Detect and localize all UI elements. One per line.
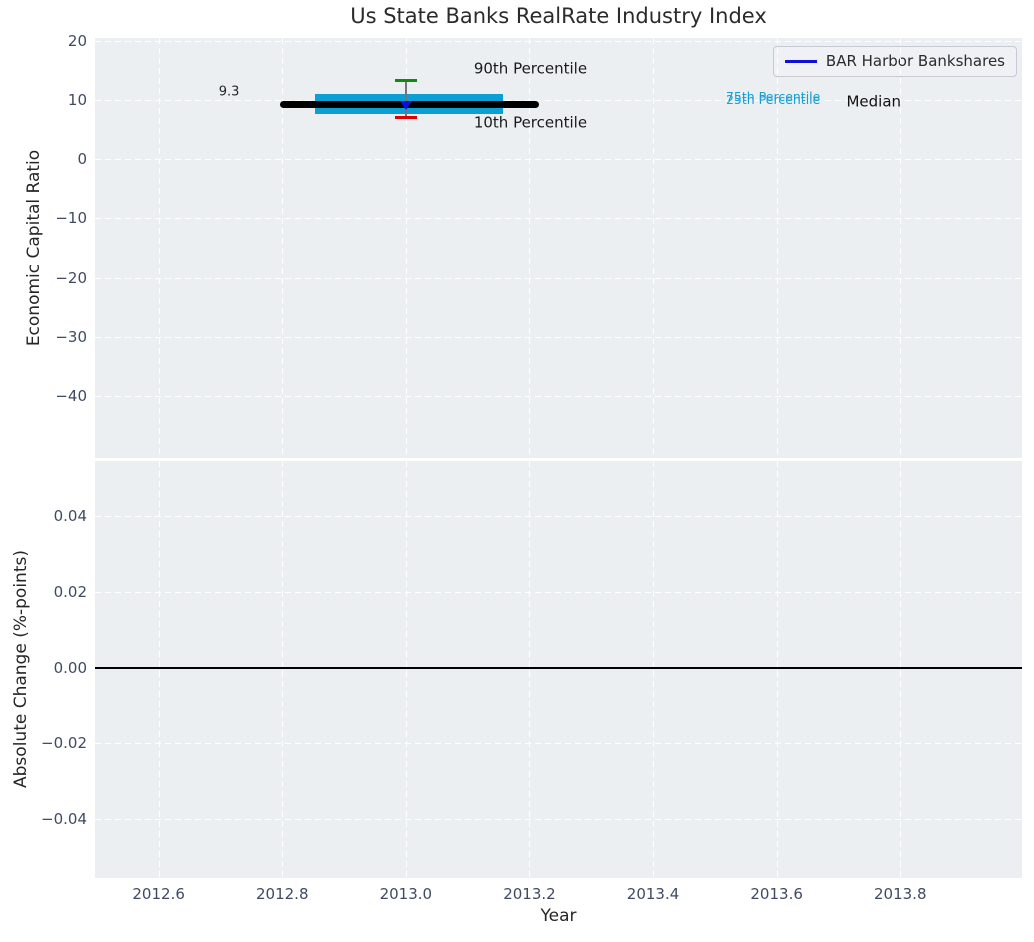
x-gridline: [529, 461, 531, 878]
y-tick-label: −40: [55, 386, 87, 405]
y-axis-label-economic-capital-ratio: Economic Capital Ratio: [24, 149, 44, 347]
annotation-10th-percentile: 10th Percentile: [473, 113, 588, 132]
x-tick-label: 2013.2: [503, 885, 556, 903]
x-gridline: [776, 461, 778, 878]
y-tick-label: −10: [55, 209, 87, 228]
y-tick-label: −0.04: [41, 810, 87, 829]
legend: BAR Harbor Bankshares: [772, 46, 1017, 77]
y-tick-label: −0.02: [41, 734, 87, 753]
y-tick-label: −20: [55, 268, 87, 287]
x-gridline: [900, 38, 902, 458]
x-gridline: [158, 461, 160, 878]
y-gridline: [95, 591, 1022, 593]
y-gridline: [95, 743, 1022, 745]
x-tick-label: 2012.6: [132, 885, 185, 903]
annotation-25th-percentile: 25th Percentile: [725, 91, 821, 107]
axes-absolute-change: [95, 461, 1022, 878]
y-gridline: [95, 336, 1022, 338]
x-tick-label: 2013.8: [874, 885, 927, 903]
y-gridline: [95, 395, 1022, 397]
y-gridline: [95, 100, 1022, 102]
y-tick-label: 0.02: [53, 582, 87, 601]
x-tick-label: 2012.8: [256, 885, 309, 903]
x-gridline: [653, 461, 655, 878]
y-gridline: [95, 218, 1022, 220]
annotation-median: Median: [846, 92, 902, 111]
legend-label: BAR Harbor Bankshares: [825, 52, 1005, 70]
legend-line-sample: [784, 60, 817, 63]
y-tick-label: 0.04: [53, 506, 87, 525]
x-gridline: [405, 38, 407, 458]
y-gridline: [95, 159, 1022, 161]
y-tick-label: 10: [67, 91, 87, 110]
x-gridline: [900, 461, 902, 878]
x-gridline: [529, 38, 531, 458]
x-gridline: [653, 38, 655, 458]
y-gridline: [95, 515, 1022, 517]
chart-title: Us State Banks RealRate Industry Index: [350, 4, 767, 28]
x-tick-label: 2013.4: [626, 885, 680, 903]
y-gridline: [95, 277, 1022, 279]
company-marker-triangle-down: [399, 101, 412, 111]
x-gridline: [282, 461, 284, 878]
annotation-9-3: 9.3: [218, 84, 240, 100]
y-tick-label: 0.00: [53, 658, 87, 677]
x-gridline: [776, 38, 778, 458]
x-gridline: [158, 38, 160, 458]
x-gridline: [282, 38, 284, 458]
annotation-90th-percentile: 90th Percentile: [473, 59, 588, 78]
x-gridline: [405, 461, 407, 878]
zero-line: [95, 666, 1022, 669]
x-axis-label: Year: [540, 906, 577, 926]
y-tick-label: 0: [77, 150, 87, 169]
x-tick-label: 2013.0: [379, 885, 433, 903]
y-gridline: [95, 819, 1022, 821]
p10-cap: [394, 116, 417, 120]
y-gridline: [95, 40, 1022, 42]
x-tick-label: 2013.6: [750, 885, 803, 903]
p90-cap: [394, 78, 417, 82]
y-tick-label: 20: [67, 31, 87, 50]
axes-economic-capital-ratio: [95, 38, 1022, 458]
annotation-75th-percentile: 75th Percentile: [725, 88, 821, 104]
whisker-line: [404, 80, 407, 118]
y-tick-label: −30: [55, 327, 87, 346]
